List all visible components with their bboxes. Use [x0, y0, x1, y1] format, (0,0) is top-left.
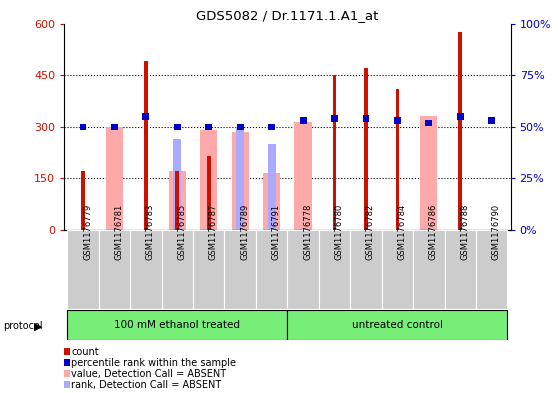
- Bar: [413, 230, 445, 309]
- Bar: [207, 156, 211, 230]
- Bar: [205, 124, 212, 130]
- Bar: [396, 89, 400, 230]
- Text: untreated control: untreated control: [352, 320, 443, 330]
- Bar: [99, 230, 130, 309]
- Bar: [193, 230, 224, 309]
- Text: protocol: protocol: [3, 321, 42, 331]
- Bar: [425, 119, 432, 126]
- Bar: [68, 310, 287, 340]
- Bar: [162, 230, 193, 309]
- Text: GSM1176791: GSM1176791: [272, 204, 281, 260]
- Bar: [476, 230, 507, 309]
- Bar: [488, 118, 495, 124]
- Bar: [268, 144, 276, 230]
- Text: percentile rank within the sample: percentile rank within the sample: [71, 358, 236, 368]
- Bar: [144, 61, 148, 230]
- Bar: [174, 139, 181, 230]
- Bar: [232, 132, 249, 230]
- Text: GSM1176780: GSM1176780: [335, 204, 344, 261]
- Bar: [364, 68, 368, 230]
- Text: GSM1176783: GSM1176783: [146, 204, 155, 261]
- Text: ▶: ▶: [33, 321, 42, 331]
- Bar: [80, 124, 86, 130]
- Text: GSM1176782: GSM1176782: [366, 204, 375, 261]
- Text: count: count: [71, 347, 99, 357]
- Text: rank, Detection Call = ABSENT: rank, Detection Call = ABSENT: [71, 380, 222, 390]
- Bar: [224, 230, 256, 309]
- Text: GSM1176785: GSM1176785: [177, 204, 186, 261]
- Text: GSM1176784: GSM1176784: [397, 204, 406, 261]
- Text: 100 mM ethanol treated: 100 mM ethanol treated: [114, 320, 240, 330]
- Bar: [295, 121, 312, 230]
- Bar: [331, 116, 338, 121]
- Bar: [81, 171, 85, 230]
- Bar: [457, 113, 464, 119]
- Bar: [200, 130, 218, 230]
- Bar: [287, 310, 507, 340]
- Bar: [142, 113, 150, 119]
- Bar: [174, 124, 181, 130]
- Bar: [458, 32, 462, 230]
- Bar: [268, 124, 275, 130]
- Bar: [382, 230, 413, 309]
- Bar: [350, 230, 382, 309]
- Bar: [175, 171, 179, 230]
- Bar: [363, 116, 369, 121]
- Bar: [130, 230, 162, 309]
- Bar: [111, 124, 118, 130]
- Bar: [420, 116, 437, 230]
- Bar: [300, 118, 306, 124]
- Bar: [237, 124, 244, 130]
- Bar: [236, 127, 244, 230]
- Bar: [169, 171, 186, 230]
- Bar: [256, 230, 287, 309]
- Text: GSM1176787: GSM1176787: [209, 204, 218, 261]
- Bar: [68, 230, 99, 309]
- Bar: [106, 127, 123, 230]
- Text: GSM1176779: GSM1176779: [83, 204, 92, 261]
- Text: GSM1176790: GSM1176790: [492, 204, 501, 260]
- Text: GSM1176786: GSM1176786: [429, 204, 438, 261]
- Bar: [394, 118, 401, 124]
- Text: value, Detection Call = ABSENT: value, Detection Call = ABSENT: [71, 369, 227, 379]
- Bar: [333, 75, 336, 230]
- Text: GSM1176788: GSM1176788: [460, 204, 469, 261]
- Text: GSM1176789: GSM1176789: [240, 204, 249, 261]
- Bar: [287, 230, 319, 309]
- Bar: [319, 230, 350, 309]
- Title: GDS5082 / Dr.1171.1.A1_at: GDS5082 / Dr.1171.1.A1_at: [196, 9, 378, 22]
- Text: GSM1176778: GSM1176778: [303, 204, 312, 261]
- Bar: [263, 173, 280, 230]
- Bar: [445, 230, 476, 309]
- Text: GSM1176781: GSM1176781: [114, 204, 123, 261]
